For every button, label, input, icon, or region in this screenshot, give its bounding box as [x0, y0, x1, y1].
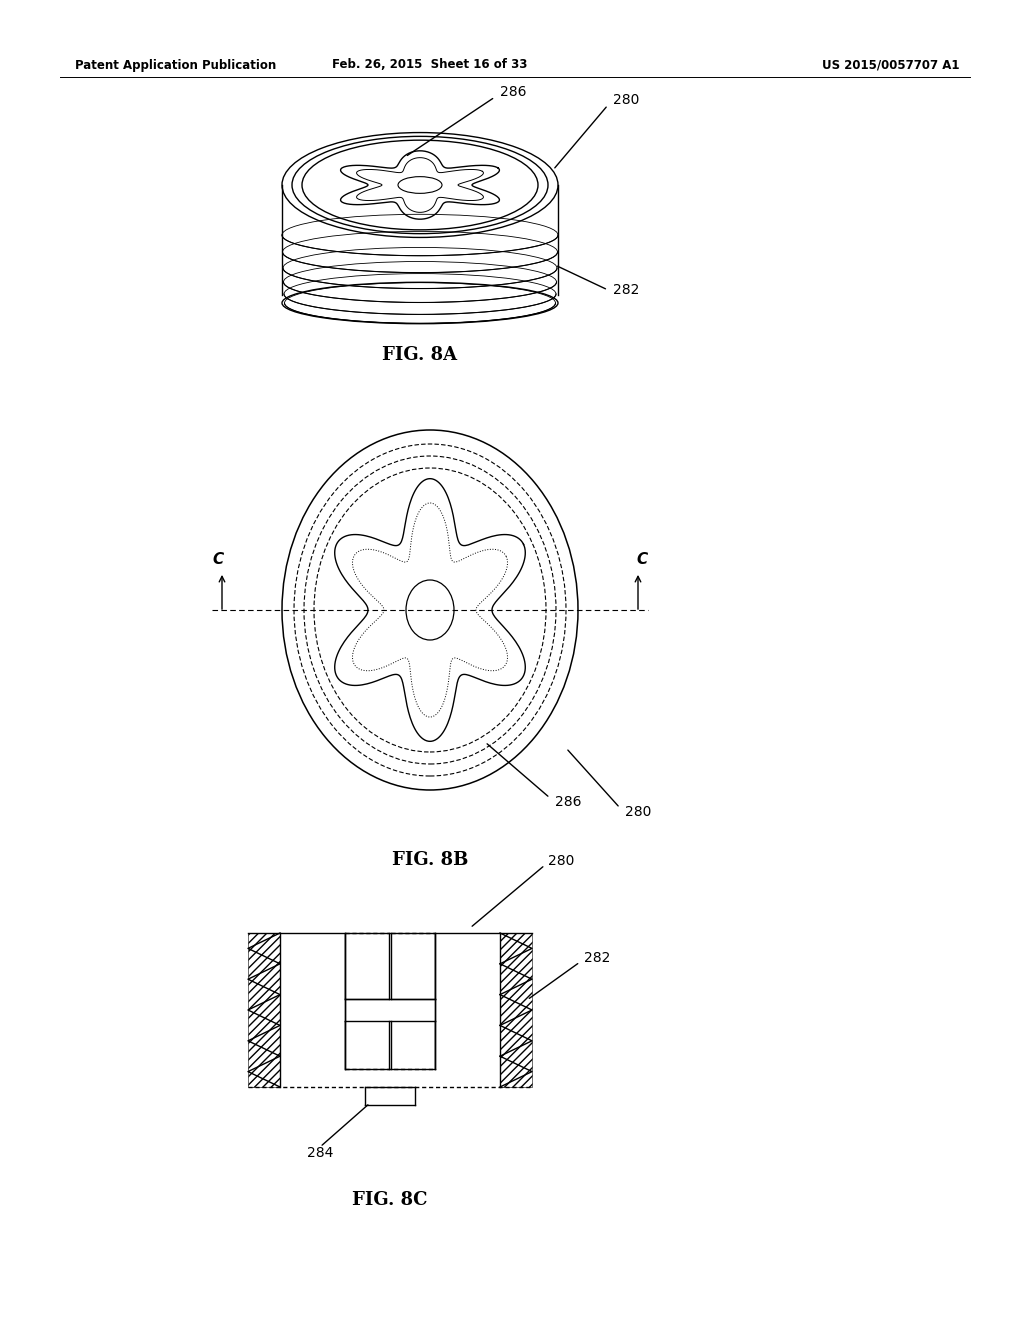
Bar	[500, 933, 532, 1086]
Text: 282: 282	[584, 950, 610, 965]
Text: FIG. 8A: FIG. 8A	[382, 346, 458, 364]
Text: 280: 280	[613, 92, 639, 107]
Text: 280: 280	[625, 805, 651, 818]
Text: US 2015/0057707 A1: US 2015/0057707 A1	[822, 58, 961, 71]
Text: FIG. 8B: FIG. 8B	[392, 851, 468, 869]
Text: C: C	[636, 553, 647, 568]
Text: C: C	[212, 553, 223, 568]
Bar	[248, 933, 280, 1086]
Text: 280: 280	[548, 854, 574, 869]
Text: Patent Application Publication: Patent Application Publication	[75, 58, 276, 71]
Text: 284: 284	[307, 1146, 334, 1160]
Text: 286: 286	[555, 795, 582, 809]
Text: 282: 282	[613, 282, 639, 297]
Text: FIG. 8C: FIG. 8C	[352, 1191, 428, 1209]
Text: 286: 286	[500, 84, 526, 99]
Text: Feb. 26, 2015  Sheet 16 of 33: Feb. 26, 2015 Sheet 16 of 33	[333, 58, 527, 71]
